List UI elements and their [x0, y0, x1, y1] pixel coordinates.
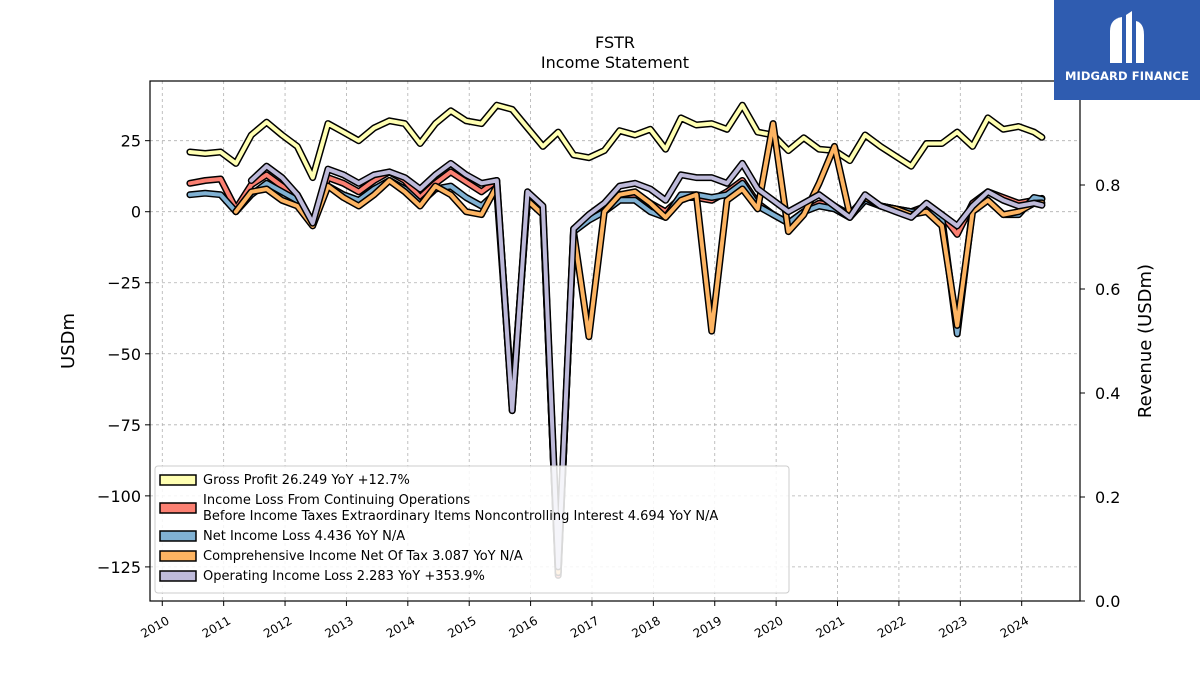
- legend-label-3: Comprehensive Income Net Of Tax 3.087 Yo…: [203, 549, 523, 564]
- x-tick-label: 2022: [875, 613, 908, 640]
- legend-label-1: Income Loss From Continuing Operations: [203, 493, 470, 508]
- y2-axis-label: Revenue (USDm): [1135, 264, 1156, 418]
- x-tick-label: 2014: [384, 613, 417, 640]
- x-tick-label: 2016: [507, 613, 540, 640]
- x-tick-label: 2017: [568, 613, 601, 640]
- series-line-4: [249, 161, 1044, 569]
- legend-swatch-4: [159, 570, 197, 582]
- x-tick-label: 2019: [691, 613, 724, 640]
- legend-label-4: Operating Income Loss 2.283 YoY +353.9%: [203, 569, 485, 584]
- chart-subtitle: Income Statement: [541, 53, 689, 72]
- y-tick-label: −50: [107, 345, 141, 364]
- y2-axis-ticks: 0.0 0.2 0.4 0.6 0.8: [1080, 176, 1120, 611]
- y2-tick-label: 0.6: [1095, 280, 1120, 299]
- y-axis-ticks: 25 0 −25 −50 −75 −100 −125: [97, 132, 150, 577]
- plot-frame: [149, 80, 1081, 602]
- brand-mark-icon: [1110, 11, 1144, 63]
- chart-title: FSTR: [595, 33, 635, 52]
- y-tick-label: −25: [107, 274, 141, 293]
- y-tick-label: 25: [121, 132, 141, 151]
- legend-label-2: Net Income Loss 4.436 YoY N/A: [203, 529, 405, 544]
- y-axis-label: USDm: [58, 313, 79, 369]
- legend-label-0: Gross Profit 26.249 YoY +12.7%: [203, 473, 410, 488]
- legend-swatch-1: [159, 502, 197, 514]
- brand-name: MIDGARD FINANCE: [1064, 69, 1190, 83]
- x-tick-label: 2024: [998, 613, 1031, 640]
- x-axis-ticks: 2010 2011 2012 2013 2014 2015 2016 2017 2018 2019…: [138, 601, 1031, 641]
- y2-tick-label: 0.8: [1095, 176, 1120, 195]
- x-tick-label: 2011: [200, 613, 233, 640]
- y2-tick-label: 0.4: [1095, 384, 1120, 403]
- brand-logo: MIDGARD FINANCE: [1054, 0, 1200, 100]
- y-tick-label: −100: [97, 487, 141, 506]
- x-tick-label: 2012: [261, 613, 294, 640]
- x-tick-label: 2018: [629, 613, 662, 640]
- y2-tick-label: 0.2: [1095, 488, 1120, 507]
- x-tick-label: 2013: [322, 613, 355, 640]
- series-layer: [186, 101, 1046, 579]
- series-line-0: [187, 103, 1044, 180]
- y-tick-label: −75: [107, 416, 141, 435]
- legend: Gross Profit 26.249 YoY +12.7% Income Los…: [154, 465, 790, 594]
- legend-label-1: Before Income Taxes Extraordinary Items …: [203, 509, 718, 524]
- x-tick-label: 2023: [936, 613, 969, 640]
- x-tick-label: 2020: [752, 613, 785, 640]
- y-tick-label: −125: [97, 558, 141, 577]
- legend-swatch-0: [159, 474, 197, 486]
- y-tick-label: 0: [131, 203, 141, 222]
- legend-swatch-2: [159, 530, 197, 542]
- legend-box: [154, 465, 790, 594]
- x-tick-label: 2015: [445, 613, 478, 640]
- y2-tick-label: 0.0: [1095, 592, 1120, 611]
- legend-swatch-3: [159, 550, 197, 562]
- x-tick-label: 2021: [814, 613, 847, 640]
- x-tick-label: 2010: [138, 613, 171, 640]
